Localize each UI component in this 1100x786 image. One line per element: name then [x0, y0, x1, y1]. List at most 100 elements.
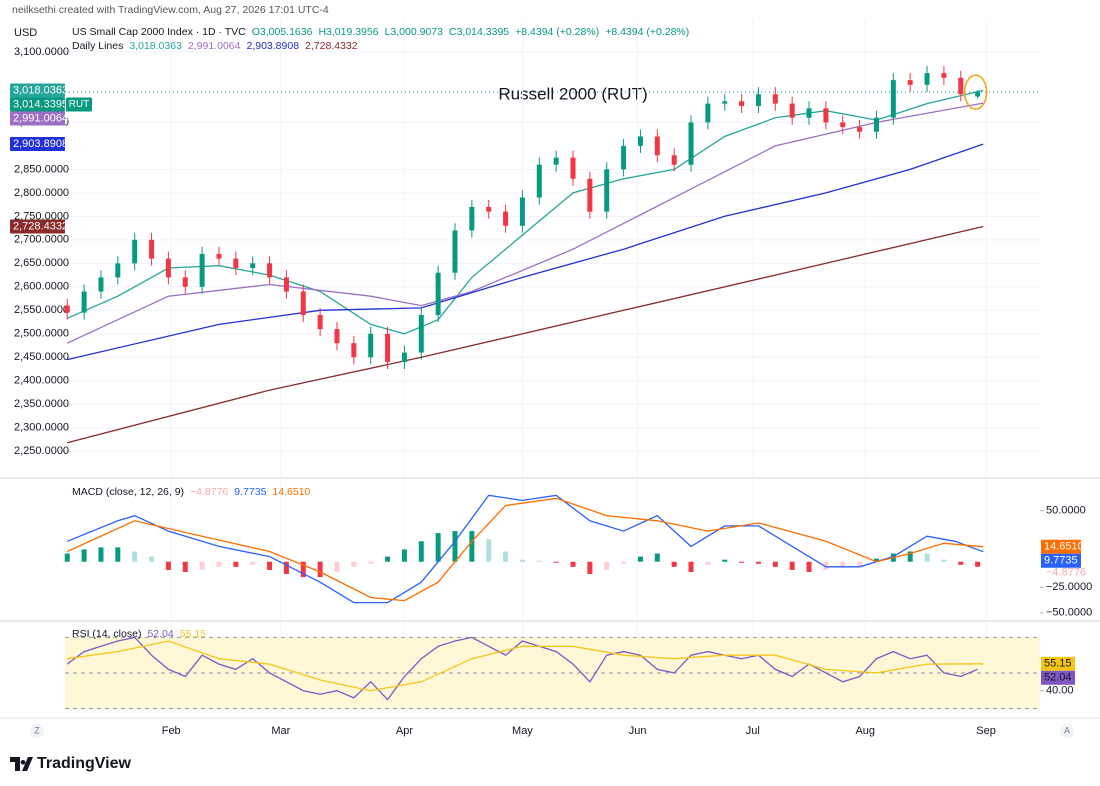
histogram-bar [604, 561, 610, 570]
credit: neilksethi created with TradingView.com,… [12, 4, 329, 16]
histogram-bar [536, 560, 542, 562]
candle-body [250, 263, 256, 269]
candle-body [368, 333, 374, 358]
x-tick-label: Apr [396, 725, 413, 737]
line-value: 2,903.8908 [246, 40, 300, 52]
histogram-bar [385, 556, 391, 562]
histogram-bar [250, 561, 256, 565]
histogram-bar [570, 561, 576, 567]
candle-body [823, 108, 829, 123]
histogram-bar [857, 561, 863, 567]
y-tick-label: 2,500.0000 [14, 328, 69, 340]
price-tag-label: 3,018.0363 [13, 84, 68, 96]
candle-body [216, 253, 222, 259]
y-tick-label: 2,800.0000 [14, 187, 69, 199]
value-tag-label: 52.04 [1044, 672, 1072, 684]
x-tick-label: Feb [162, 725, 181, 737]
candle-body [452, 230, 458, 273]
candle-body [536, 164, 542, 198]
candle-body [283, 277, 289, 292]
histogram-bar [351, 561, 357, 567]
candle-body [553, 157, 559, 165]
line-value: 2,991.0064 [187, 40, 241, 52]
histogram-bar [958, 561, 964, 565]
candle-body [132, 239, 138, 264]
candle-body [772, 94, 778, 104]
price-tag-label: 3,014.3395 [13, 98, 68, 110]
legend-rsi: RSI (14, close) 52.04 55.15 [72, 628, 206, 640]
auto-button-label[interactable]: A [1064, 725, 1070, 735]
histogram-bar [132, 551, 138, 562]
candle-body [199, 253, 205, 287]
candle-body [671, 155, 677, 165]
price-tag [10, 83, 65, 98]
candle-body [64, 305, 70, 313]
y-tick-label: −50.0000 [1046, 607, 1092, 619]
logo-icon [10, 757, 33, 771]
x-tick-label: Aug [855, 725, 875, 737]
value-tag [1041, 656, 1075, 671]
ohlc-value: L3,000.9073 [384, 26, 443, 38]
histogram-bar [519, 559, 525, 562]
y-tick-label: 2,850.0000 [14, 163, 69, 175]
currency: USD [14, 27, 37, 39]
candle-body [654, 136, 660, 156]
candle-body [907, 80, 913, 85]
y-tick-label: 2,400.0000 [14, 375, 69, 387]
candle-body [705, 103, 711, 123]
histogram-bar [503, 551, 509, 562]
y-tick-label: 2,350.0000 [14, 398, 69, 410]
histogram-bar [300, 561, 306, 578]
ohlc-value: H3,019.3956 [318, 26, 379, 38]
x-tick-label: May [512, 725, 533, 737]
y-tick-label: 3,100.0000 [14, 46, 69, 58]
candle-body [857, 127, 863, 132]
histogram-bar [553, 561, 559, 563]
candle-body [755, 94, 761, 106]
candle-body [149, 239, 155, 259]
brand: TradingView [37, 755, 132, 772]
histogram-bar [722, 559, 728, 562]
candle-body [98, 277, 104, 292]
histogram-bar [81, 549, 87, 562]
ohlc-value: +8.4394 (+0.28%) [605, 26, 690, 38]
hist-value: −4.8776 [190, 486, 229, 498]
candle-body [486, 206, 492, 212]
price-tag-label: 2,903.8908 [13, 138, 68, 150]
candle-body [519, 197, 525, 226]
y-tick-label: 40.00 [1046, 685, 1074, 697]
zoom-button[interactable] [30, 724, 44, 738]
histogram-bar [368, 561, 374, 564]
histogram-bar [823, 561, 829, 570]
rsi-line [66, 636, 978, 701]
legend-macd: MACD (close, 12, 26, 9) −4.8776 9.7735 14.6… [72, 486, 310, 498]
candle-body [317, 314, 323, 330]
candle-body [688, 122, 694, 165]
candle-body [722, 101, 728, 104]
histogram-bar [182, 561, 188, 572]
zoom-button-label[interactable]: Z [34, 725, 40, 735]
moving-average [66, 102, 984, 344]
histogram-bar [705, 561, 711, 565]
histogram-bar [165, 561, 171, 570]
ohlc-value: O3,005.1636 [251, 26, 313, 38]
auto-button[interactable] [1060, 724, 1074, 738]
candle-body [604, 169, 610, 212]
y-tick-label: 2,750.0000 [14, 210, 69, 222]
histogram-bar [334, 561, 340, 572]
macd-line [66, 497, 984, 602]
candle-body [267, 263, 273, 278]
histogram-bar [806, 561, 812, 572]
histogram-bar [941, 559, 947, 562]
histogram-bar [486, 539, 492, 562]
histogram-bar [755, 561, 761, 564]
annotation: Russell 2000 (RUT) [498, 84, 647, 103]
value-tag-label: 55.15 [1044, 658, 1072, 670]
ticker-tag-label: RUT [69, 99, 90, 110]
histogram-bar [233, 561, 239, 567]
candle-body [401, 352, 407, 362]
candle-body [503, 211, 509, 226]
x-tick-label: Jun [629, 725, 647, 737]
candle-body [115, 263, 121, 278]
